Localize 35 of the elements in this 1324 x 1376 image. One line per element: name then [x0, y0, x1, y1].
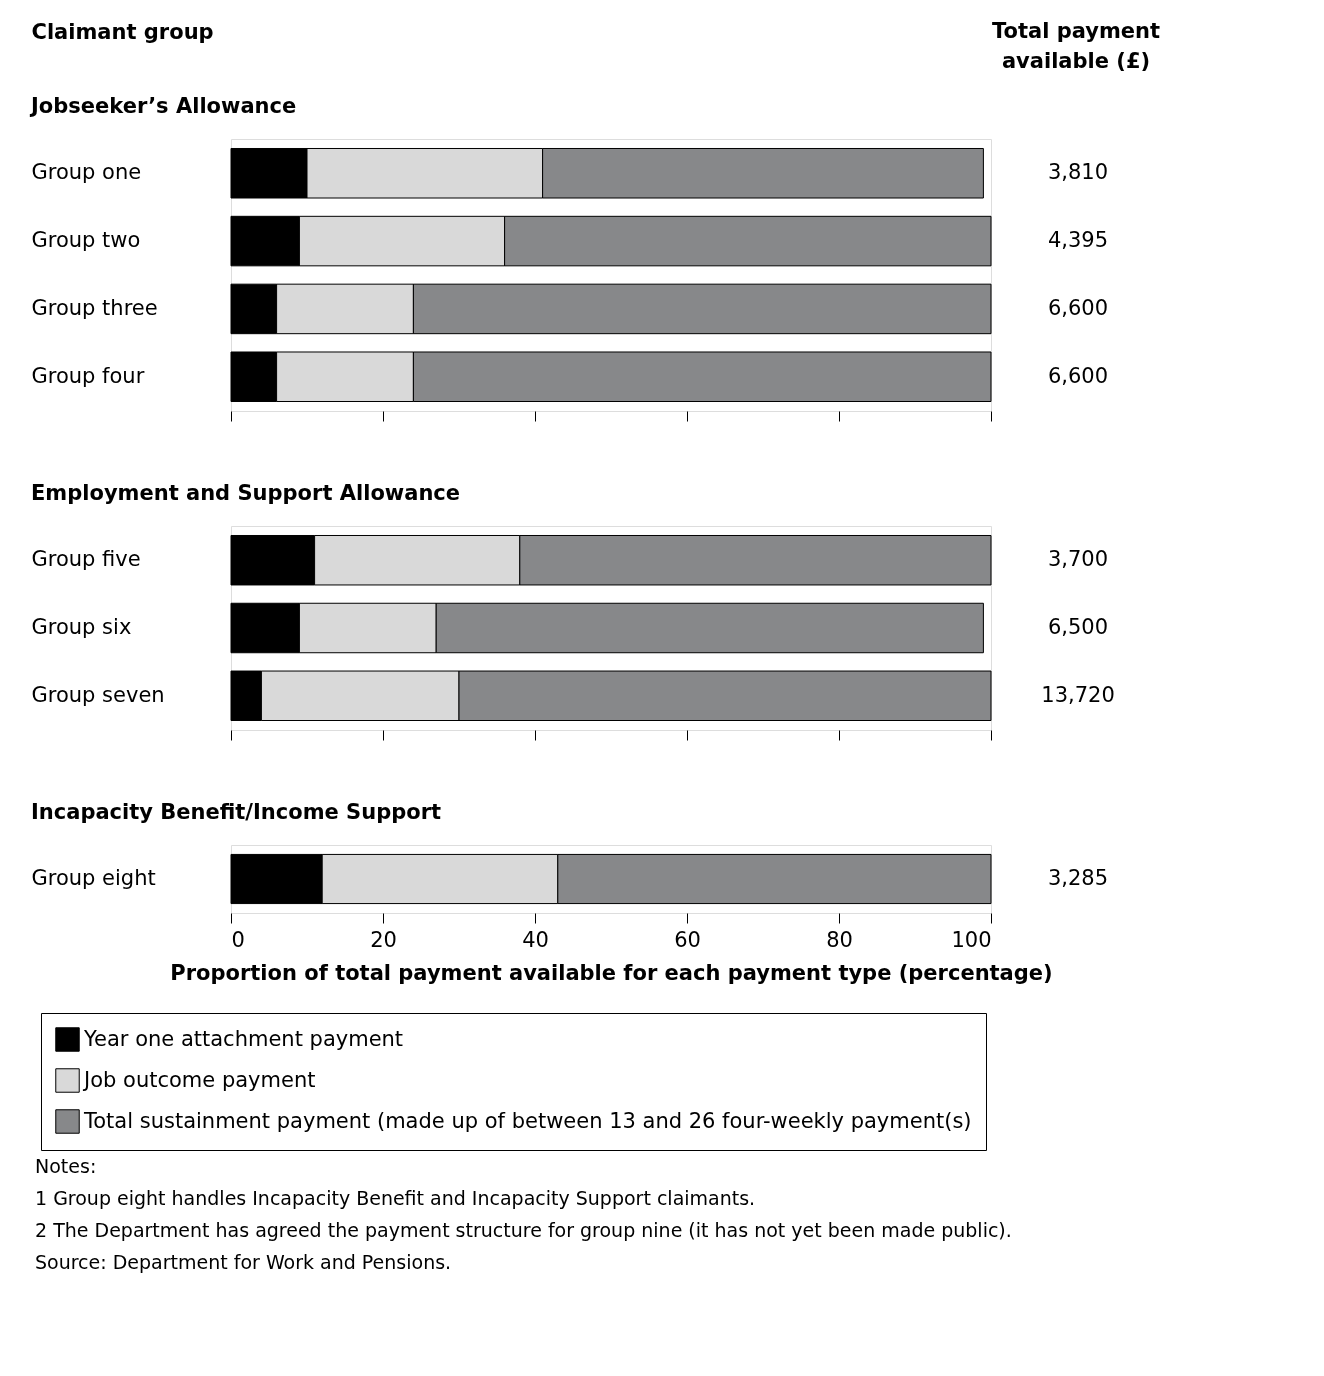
x-tick-label: 0: [231, 927, 245, 952]
text: 2 The Department has agreed the payment structure for group nine (it has not yet been made public).: [35, 1219, 1012, 1241]
x-tick-label: 80: [826, 927, 853, 952]
text: 6,600: [1047, 295, 1109, 320]
text: 6,600: [1047, 363, 1109, 388]
text: Notes:: [35, 1155, 97, 1177]
x-tick-label: 20: [370, 927, 397, 952]
y2-axis-title: Total payment available (£): [991, 19, 1161, 73]
legend-label: Job outcome payment: [82, 1067, 316, 1092]
text: 3,810: [1047, 160, 1109, 185]
x-tick-label: 60: [674, 927, 701, 952]
x-tick-label: 100: [951, 927, 992, 952]
source-note: Source: Department for Work and Pensions.: [35, 1251, 452, 1273]
y-tick-label: Group five: [31, 547, 141, 572]
x-tick-label: 40: [522, 927, 549, 952]
y-tick-label: Group six: [31, 615, 132, 639]
x-axis-title: Proportion of total payment available for each payment type (percentage): [170, 960, 1053, 985]
legend-label: Total sustainment payment (made up of between 13 and 26 four-weekly payment(s): [83, 1108, 972, 1133]
text: 3,700: [1047, 547, 1109, 572]
text: 1 Group eight handles Incapacity Benefit and Incapacity Support claimants.: [35, 1187, 756, 1209]
text: 4,395: [1047, 228, 1109, 253]
y-tick-label: Group one: [31, 160, 142, 185]
y-tick-label: Group two: [31, 228, 141, 253]
chart-title: Incapacity Benefit/Income Support: [31, 800, 442, 824]
y-tick-label: Group seven: [31, 682, 165, 707]
legend-label: Year one attachment payment: [83, 1026, 404, 1051]
y-tick-label: Group four: [31, 363, 145, 388]
text: 13,720: [1041, 682, 1115, 707]
text: 3,285: [1047, 866, 1109, 890]
y-axis-title: Claimant group: [31, 19, 214, 44]
y-tick-label: Group three: [31, 295, 158, 320]
text: 6,500: [1047, 615, 1109, 639]
chart-title: Jobseeker’s Allowance: [29, 94, 297, 118]
y-tick-label: Group eight: [31, 866, 156, 890]
chart-title: Employment and Support Allowance: [31, 481, 461, 505]
